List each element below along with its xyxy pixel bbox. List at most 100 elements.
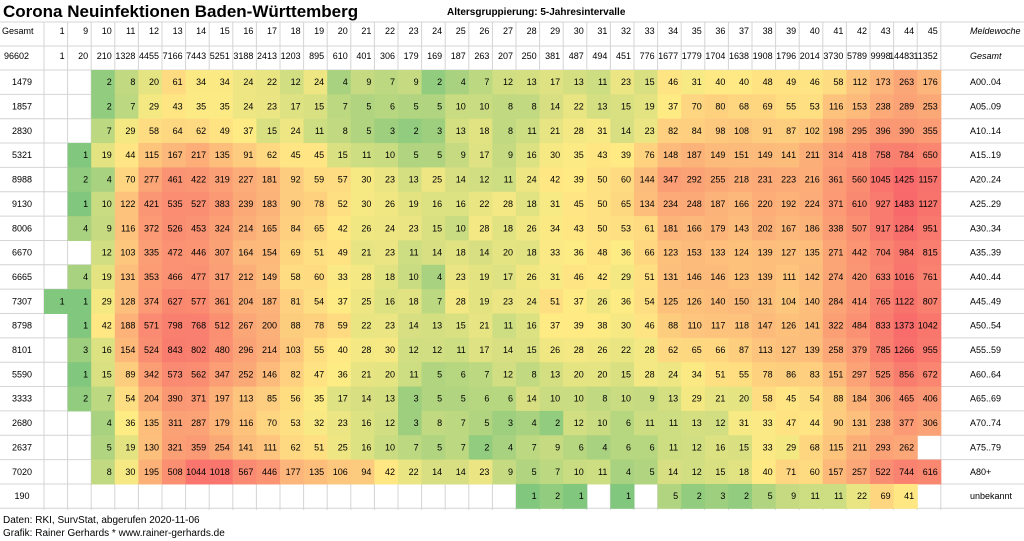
cell-value-label: 338: [828, 223, 843, 233]
week-tick-label: 19: [314, 26, 324, 36]
cell-value-label: 10: [574, 467, 584, 477]
heatmap-cell: [846, 70, 871, 95]
heatmap-cell: [586, 459, 611, 485]
heatmap-cell: [586, 362, 611, 388]
cell-value-label: 36: [574, 248, 584, 258]
heatmap-cell: [185, 410, 210, 436]
cell-value-label: 30: [125, 467, 135, 477]
heatmap-cell: [752, 337, 777, 363]
heatmap-cell: [138, 459, 163, 485]
age-group-label: A30..34: [970, 223, 1001, 233]
cell-value-label: 785: [876, 345, 891, 355]
cell-value-label: 5: [768, 491, 773, 501]
age-group-label: A50..54: [970, 321, 1001, 331]
heatmap-cell: [232, 70, 257, 95]
cell-value-label: 62: [267, 150, 277, 160]
heatmap-cell: [870, 118, 895, 144]
week-total-label: 610: [333, 51, 348, 61]
cell-value-label: 2: [107, 102, 112, 112]
cell-value-label: 165: [262, 223, 277, 233]
heatmap-cell: [67, 191, 92, 217]
heatmap-cell: [775, 143, 800, 168]
heatmap-cell: [610, 94, 635, 120]
heatmap-cell: [256, 435, 281, 461]
heatmap-cell: [209, 337, 234, 363]
week-tick-label: 23: [409, 26, 419, 36]
cell-value-label: 2: [484, 442, 489, 452]
heatmap-cell: [138, 167, 163, 193]
cell-value-label: 173: [876, 77, 891, 87]
cell-value-label: 53: [621, 223, 631, 233]
cell-value-label: 6: [461, 369, 466, 379]
heatmap-cell: [893, 410, 918, 436]
heatmap-cell: [398, 264, 423, 290]
row-total-label: 8798: [12, 321, 32, 331]
cell-value-label: 33: [763, 418, 773, 428]
week-tick-label: 39: [786, 26, 796, 36]
cell-value-label: 141: [238, 442, 253, 452]
cell-value-label: 11: [362, 150, 371, 160]
cell-value-label: 322: [828, 321, 843, 331]
heatmap-cell: [799, 410, 824, 436]
heatmap-cell: [681, 289, 706, 314]
age-group-label: A80+: [970, 467, 991, 477]
heatmap-cell: [138, 70, 163, 95]
heatmap-cell: [917, 191, 942, 217]
cell-value-label: 16: [361, 442, 371, 452]
cell-value-label: 22: [621, 345, 631, 355]
cell-value-label: 46: [645, 321, 655, 331]
heatmap-cell: [634, 386, 659, 412]
heatmap-cell: [162, 167, 187, 193]
cell-value-label: 453: [191, 223, 206, 233]
cell-value-label: 24: [668, 369, 678, 379]
heatmap-cell: [256, 337, 281, 363]
week-tick-label: 29: [550, 26, 560, 36]
week-tick-label: 21: [361, 26, 371, 36]
heatmap-cell: [303, 289, 328, 314]
cell-value-label: 1122: [895, 296, 914, 306]
heatmap-cell: [563, 264, 588, 290]
heatmap-cell: [421, 264, 446, 290]
cell-value-label: 4: [83, 272, 88, 282]
cell-value-label: 6: [390, 102, 395, 112]
heatmap-cell: [280, 216, 305, 241]
cell-value-label: 22: [479, 199, 489, 209]
cell-value-label: 87: [786, 126, 796, 136]
cell-value-label: 17: [338, 394, 348, 404]
heatmap-cell: [421, 386, 446, 412]
heatmap-cell: [492, 289, 517, 314]
cell-value-label: 34: [550, 223, 560, 233]
heatmap-cell: [846, 94, 871, 120]
cell-value-label: 128: [120, 296, 135, 306]
heatmap-cell: [516, 337, 541, 363]
heatmap-cell: [917, 410, 942, 436]
week-total-label: 4455: [139, 51, 159, 61]
heatmap-cell: [350, 216, 375, 241]
cell-value-label: 69: [291, 248, 301, 258]
cell-value-label: 40: [763, 467, 773, 477]
week-total-label: 207: [498, 51, 513, 61]
heatmap-cell: [67, 143, 92, 168]
cell-value-label: 1: [83, 321, 88, 331]
cell-value-label: 14: [527, 394, 537, 404]
heatmap-cell: [586, 143, 611, 168]
heatmap-cell: [870, 313, 895, 339]
cell-value-label: 48: [597, 248, 607, 258]
heatmap-cell: [445, 362, 470, 388]
cell-value-label: 47: [314, 369, 324, 379]
heatmap-cell: [657, 459, 682, 485]
week-axis-label: Meldewoche: [970, 26, 1021, 36]
heatmap-cell: [704, 459, 729, 485]
heatmap-cell: [350, 362, 375, 388]
heatmap-cell: [822, 337, 847, 363]
week-tick-label: 20: [338, 26, 348, 36]
cell-value-label: 51: [314, 442, 324, 452]
cell-value-label: 22: [574, 102, 584, 112]
heatmap-cell: [162, 264, 187, 290]
cell-value-label: 477: [191, 272, 206, 282]
heatmap-cell: [232, 459, 257, 485]
cell-value-label: 21: [715, 394, 725, 404]
week-total-label: 895: [309, 51, 324, 61]
cell-value-label: 10: [574, 394, 584, 404]
heatmap-cell: [232, 94, 257, 120]
